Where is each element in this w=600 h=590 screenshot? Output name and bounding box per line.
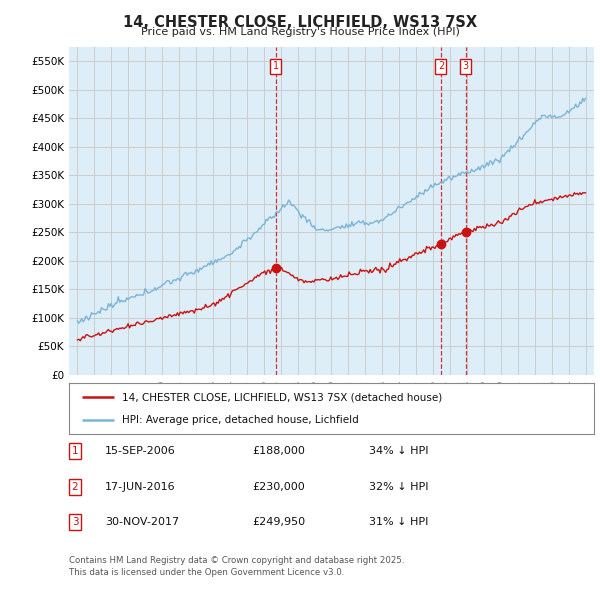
Text: 15-SEP-2006: 15-SEP-2006 xyxy=(105,447,176,456)
Text: 2: 2 xyxy=(71,482,79,491)
Text: This data is licensed under the Open Government Licence v3.0.: This data is licensed under the Open Gov… xyxy=(69,568,344,577)
Text: 30-NOV-2017: 30-NOV-2017 xyxy=(105,517,179,527)
Text: Price paid vs. HM Land Registry's House Price Index (HPI): Price paid vs. HM Land Registry's House … xyxy=(140,27,460,37)
Text: 2: 2 xyxy=(438,61,444,71)
Text: HPI: Average price, detached house, Lichfield: HPI: Average price, detached house, Lich… xyxy=(121,415,358,425)
Text: £249,950: £249,950 xyxy=(252,517,305,527)
Text: 3: 3 xyxy=(463,61,469,71)
Text: 31% ↓ HPI: 31% ↓ HPI xyxy=(369,517,428,527)
Text: £188,000: £188,000 xyxy=(252,447,305,456)
Text: 1: 1 xyxy=(273,61,279,71)
Text: 17-JUN-2016: 17-JUN-2016 xyxy=(105,482,176,491)
Text: 14, CHESTER CLOSE, LICHFIELD, WS13 7SX: 14, CHESTER CLOSE, LICHFIELD, WS13 7SX xyxy=(123,15,477,30)
Text: 32% ↓ HPI: 32% ↓ HPI xyxy=(369,482,428,491)
Text: 1: 1 xyxy=(71,447,79,456)
Text: 3: 3 xyxy=(71,517,79,527)
Text: £230,000: £230,000 xyxy=(252,482,305,491)
Text: Contains HM Land Registry data © Crown copyright and database right 2025.: Contains HM Land Registry data © Crown c… xyxy=(69,556,404,565)
Text: 34% ↓ HPI: 34% ↓ HPI xyxy=(369,447,428,456)
Text: 14, CHESTER CLOSE, LICHFIELD, WS13 7SX (detached house): 14, CHESTER CLOSE, LICHFIELD, WS13 7SX (… xyxy=(121,392,442,402)
